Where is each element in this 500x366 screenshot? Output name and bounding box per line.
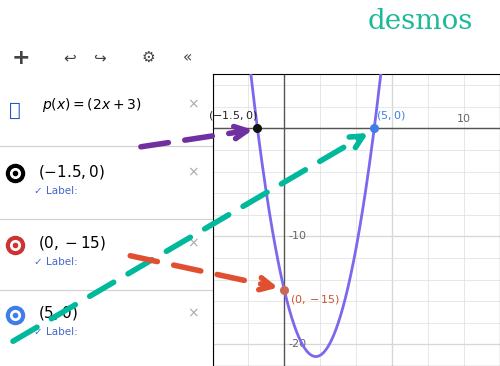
- Text: $(-1.5, 0)$: $(-1.5, 0)$: [208, 109, 258, 122]
- Text: +: +: [12, 48, 30, 68]
- Text: -10: -10: [289, 231, 307, 241]
- Text: $p(x) = (2x+3)$: $p(x) = (2x+3)$: [42, 96, 142, 114]
- Text: $(5, 0)$: $(5, 0)$: [376, 109, 406, 122]
- Text: $(5,0)$: $(5,0)$: [38, 305, 78, 322]
- Text: ×: ×: [188, 165, 199, 179]
- Text: 10: 10: [457, 114, 471, 124]
- Text: $(-1.5,0)$: $(-1.5,0)$: [38, 163, 106, 181]
- Text: ↩: ↩: [64, 50, 76, 65]
- Text: 𝒩: 𝒩: [9, 101, 21, 120]
- Text: ↪: ↪: [94, 50, 106, 65]
- Text: ✓ Label:: ✓ Label:: [34, 186, 78, 196]
- Text: $(0,-15)$: $(0,-15)$: [290, 292, 340, 306]
- Text: ×: ×: [188, 236, 199, 250]
- Text: Untitled Graph: Untitled Graph: [35, 14, 137, 28]
- Text: $(0,-15)$: $(0,-15)$: [38, 235, 106, 253]
- Text: desmos: desmos: [368, 8, 474, 34]
- Text: -20: -20: [289, 339, 307, 350]
- Text: ✓ Label:: ✓ Label:: [34, 257, 78, 268]
- Text: ✓ Label:: ✓ Label:: [34, 328, 78, 337]
- Text: ×: ×: [188, 306, 199, 321]
- Text: «: «: [182, 50, 192, 65]
- Text: ×: ×: [188, 98, 199, 112]
- Text: ≡: ≡: [12, 12, 28, 30]
- Text: ⚙: ⚙: [142, 50, 156, 65]
